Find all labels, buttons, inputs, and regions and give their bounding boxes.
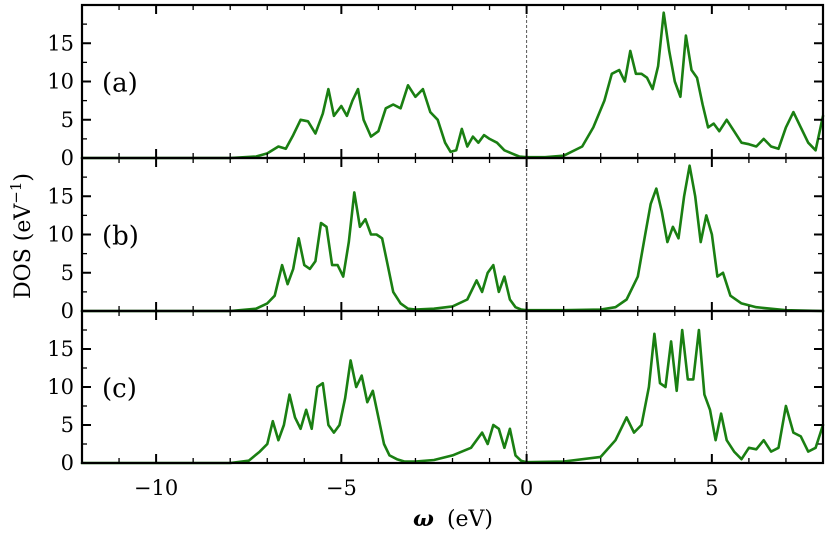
y-tick-label: 0 [61, 299, 74, 323]
y-tick-label: 15 [47, 337, 74, 361]
y-axis-label: DOS (eV [11, 203, 36, 299]
panels-group: 0 5 10 15 (a) 0 5 10 15 (b) 0 5 10 15 (c) [47, 3, 825, 475]
y-tick-label: 5 [61, 108, 74, 132]
dos-curve [80, 328, 825, 465]
x-tick-label: −5 [326, 476, 357, 500]
y-axis-label-close: ) [11, 173, 36, 182]
x-axis-symbol: ω [413, 506, 434, 532]
panel-label: (c) [102, 374, 137, 404]
panel-a: 0 5 10 15 (a) [47, 3, 825, 170]
y-tick-label: 15 [47, 31, 74, 55]
x-axis-unit: (eV) [447, 507, 493, 532]
y-tick-label: 10 [47, 375, 74, 399]
panel-c: 0 5 10 15 (c) [47, 309, 825, 475]
x-tick-labels: −10 −5 0 5 [134, 476, 719, 500]
x-axis-title: ω (eV) [413, 506, 493, 532]
panel-label: (a) [102, 69, 138, 99]
y-axis-unit-exponent: −1 [7, 182, 25, 204]
y-tick-label: 10 [47, 223, 74, 247]
dos-curve [80, 11, 825, 160]
y-tick-label: 15 [47, 184, 74, 208]
x-tick-label: 5 [705, 476, 718, 500]
y-tick-label: 5 [61, 261, 74, 285]
y-tick-label: 0 [61, 146, 74, 170]
panel-label: (b) [102, 222, 139, 252]
dos-curve [80, 164, 825, 313]
y-tick-label: 0 [61, 451, 74, 475]
panel-frame [80, 3, 825, 160]
panel-frame [80, 309, 825, 465]
x-tick-label: −10 [134, 476, 178, 500]
y-tick-label: 10 [47, 70, 74, 94]
panel-b: 0 5 10 15 (b) [47, 156, 825, 323]
x-tick-label: 0 [520, 476, 533, 500]
y-tick-label: 5 [61, 413, 74, 437]
y-axis-title: DOS (eV−1) [7, 173, 36, 299]
